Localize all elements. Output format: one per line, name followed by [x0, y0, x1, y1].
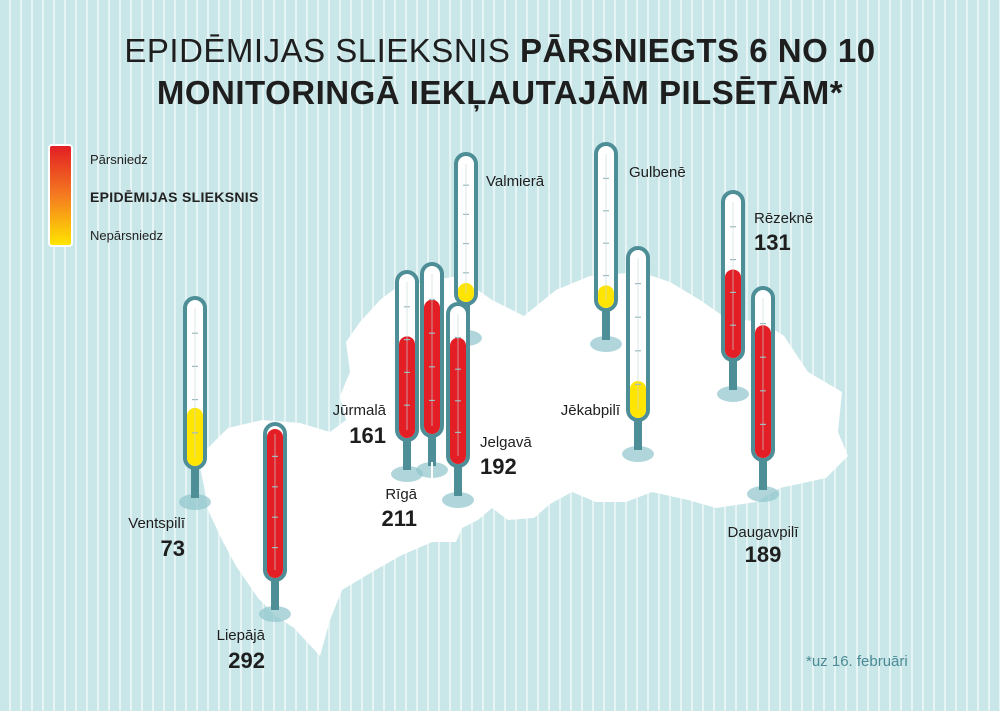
- legend-exceeds-label: Pārsniedz: [90, 152, 148, 167]
- thermometer-stem-liepaja: [271, 576, 279, 610]
- thermometer-shadow-jelgava: [442, 492, 474, 508]
- thermometer-stem-jelgava: [454, 462, 462, 496]
- thermometer-liepaja: [259, 422, 291, 622]
- thermometer-shadow-daugavpils: [747, 486, 779, 502]
- thermometer-stem-riga: [428, 432, 436, 466]
- city-value-jelgava: 192: [480, 454, 517, 479]
- thermometer-rezekne: [717, 190, 749, 402]
- city-value-riga: 211: [382, 506, 418, 531]
- title-light: Epidēmijas slieksnis: [124, 32, 511, 69]
- thermometer-shadow-jurmala: [391, 466, 423, 482]
- legend-threshold-label: EPIDĒMIJAS SLIEKSNIS: [90, 189, 259, 205]
- thermometer-shadow-gulbene: [590, 336, 622, 352]
- latvia-map: [198, 272, 848, 656]
- city-name-riga: Rīgā: [385, 486, 417, 503]
- city-name-gulbene: Gulbenē: [629, 164, 686, 181]
- thermometer-shadow-rezekne: [717, 386, 749, 402]
- thermometers: [179, 142, 779, 622]
- city-value-rezekne: 131: [754, 230, 791, 255]
- thermometer-stem-jurmala: [403, 436, 411, 470]
- legend-not-exceeds-label: Nepārsniedz: [90, 228, 163, 243]
- thermometer-jelgava: [442, 302, 474, 508]
- city-value-daugavpils: 189: [745, 542, 782, 567]
- city-name-ventspils: Ventspilī: [128, 515, 186, 532]
- city-name-valmiera: Valmierā: [486, 173, 545, 190]
- city-name-daugavpils: Daugavpilī: [728, 524, 800, 541]
- thermometer-stem-gulbene: [602, 306, 610, 340]
- thermometer-jekabpils: [622, 246, 654, 462]
- legend-gradient-bar: [48, 144, 73, 247]
- city-name-jurmala: Jūrmalā: [333, 402, 387, 419]
- thermometer-stem-ventspils: [191, 464, 199, 498]
- city-labels: Ventspilī 73 Liepājā 292 Jūrmalā 161 Rīg…: [128, 164, 813, 673]
- thermometer-ventspils: [179, 296, 211, 510]
- city-name-jelgava: Jelgavā: [480, 434, 532, 451]
- legend: Pārsniedz EPIDĒMIJAS SLIEKSNIS Nepārsnie…: [48, 144, 308, 250]
- thermometer-stem-jekabpils: [634, 416, 642, 450]
- thermometer-shadow-liepaja: [259, 606, 291, 622]
- city-name-rezekne: Rēzeknē: [754, 210, 813, 227]
- thermometer-gulbene: [590, 142, 622, 352]
- thermometer-jurmala: [391, 270, 423, 482]
- thermometer-shadow-jekabpils: [622, 446, 654, 462]
- title-line2: monitoringā iekļautajām pilsētām*: [156, 74, 844, 111]
- thermometer-daugavpils: [747, 286, 779, 502]
- city-value-liepaja: 292: [228, 648, 265, 673]
- thermometer-riga: [416, 262, 448, 478]
- title-bold: pārsniegts 6 no 10: [520, 32, 876, 69]
- city-value-jurmala: 161: [349, 423, 386, 448]
- city-name-liepaja: Liepājā: [217, 627, 266, 644]
- city-value-ventspils: 73: [161, 536, 185, 561]
- footnote: *uz 16. februāri: [806, 653, 908, 670]
- city-name-jekabpils: Jēkabpilī: [561, 402, 621, 419]
- thermometer-stem-rezekne: [729, 356, 737, 390]
- chart-title: Epidēmijas slieksnis pārsniegts 6 no 10 …: [0, 30, 1000, 114]
- thermometer-shadow-ventspils: [179, 494, 211, 510]
- thermometer-stem-daugavpils: [759, 456, 767, 490]
